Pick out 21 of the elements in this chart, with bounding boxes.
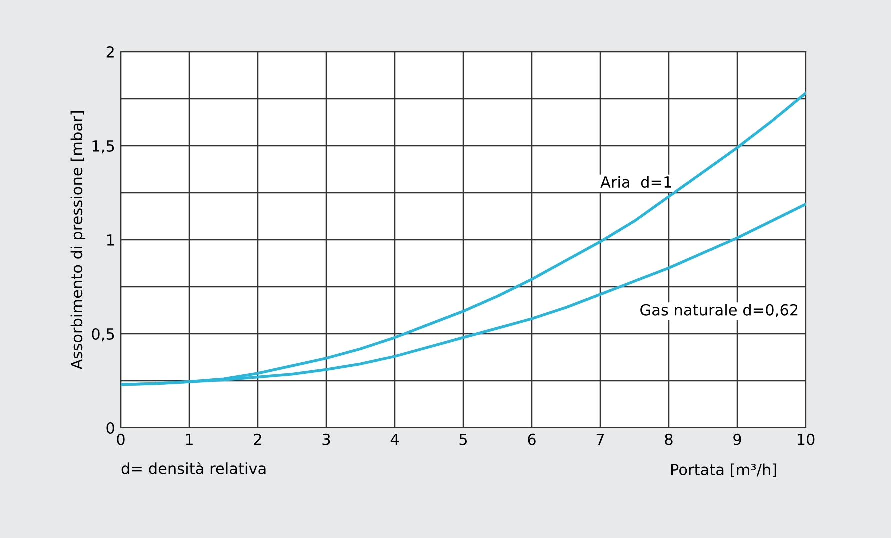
y-tick-label: 0,5 [92,328,114,342]
y-tick-label: 1,5 [92,140,114,154]
x-tick-label: 7 [596,434,604,446]
text: d= densità relativa [122,462,266,474]
y-axis-title: Assorbimento di pressione [mbar] [70,112,86,370]
series-label: Gas naturale d=0,62 [640,304,798,318]
x-axis-title: Portata [m³/h] [671,464,776,478]
x-tick-label: 10 [798,434,815,446]
y-tick-label: 1 [107,234,114,246]
x-tick-label: 3 [322,434,330,446]
series-label: Aria d=1 [600,176,672,188]
y-tick-label: 0 [106,422,114,434]
x-tick-label: 4 [390,434,400,446]
x-tick-label: 8 [665,434,673,446]
y-tick-label: 2 [106,46,114,58]
x-tick-label: 2 [254,434,262,446]
x-tick-label: 9 [734,434,742,446]
x-tick-label: 1 [186,434,193,446]
x-tick-label: 0 [117,434,125,446]
x-tick-label: 5 [460,434,468,446]
x-tick-label: 6 [528,434,536,446]
